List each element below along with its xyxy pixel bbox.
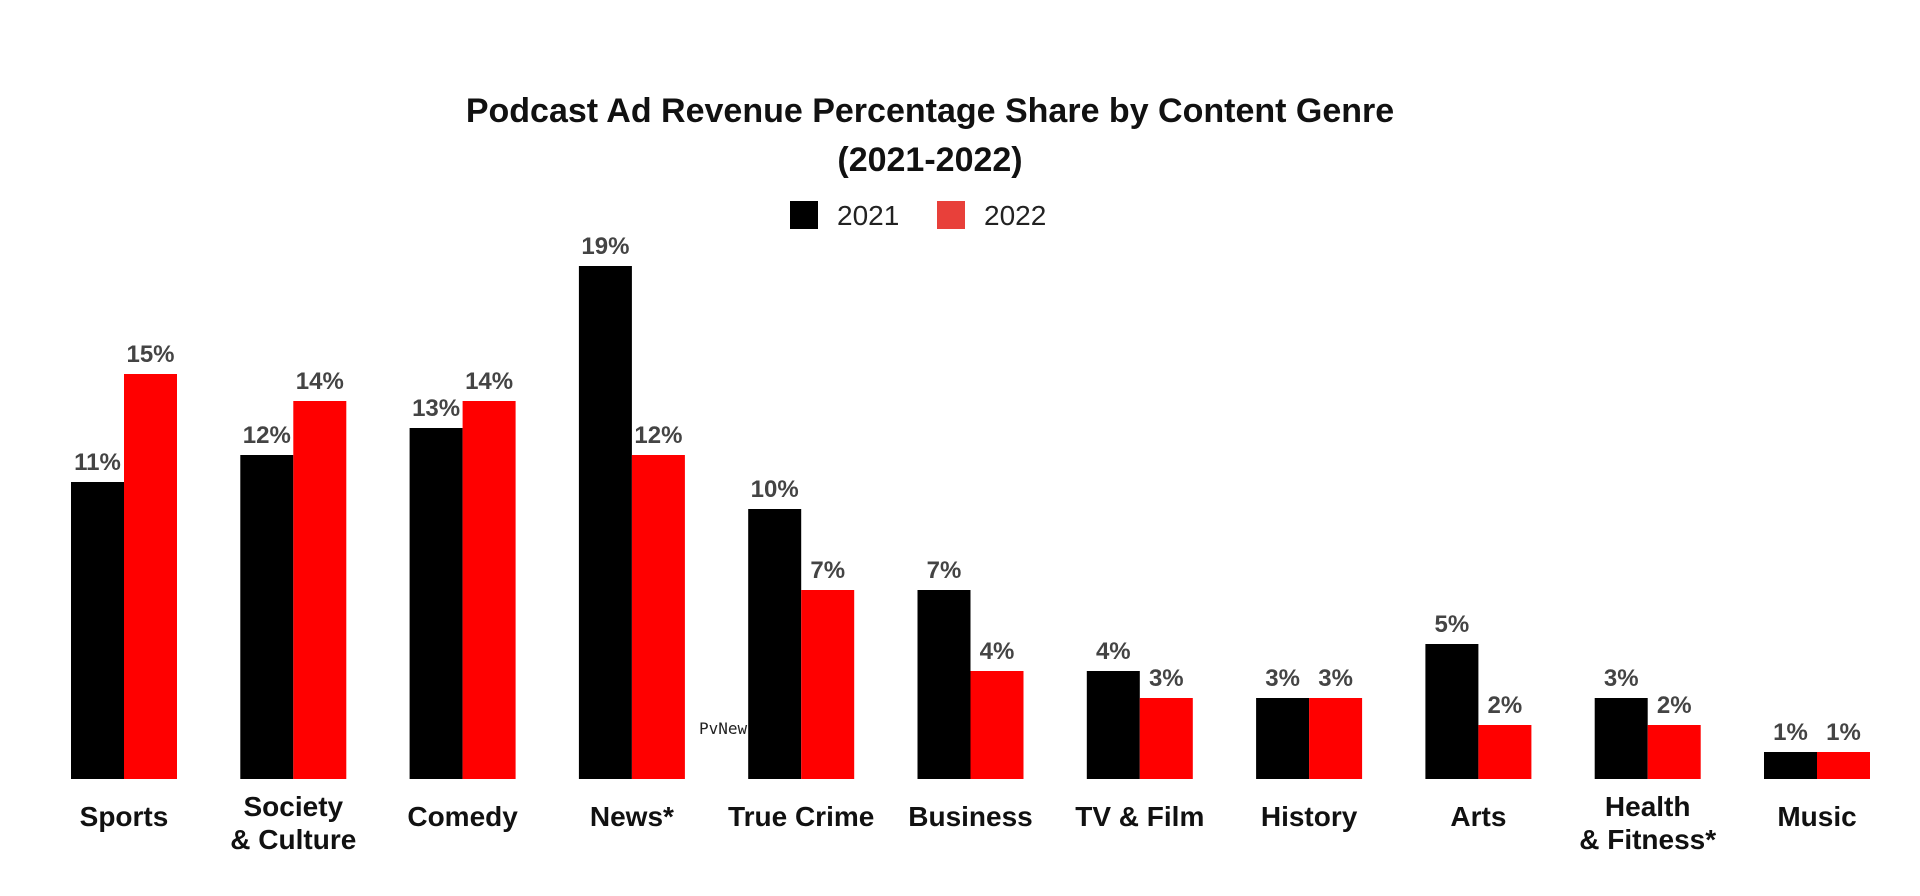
bar-2022-8 <box>1478 725 1532 779</box>
value-label-2021-8: 5% <box>1435 611 1470 638</box>
bar-2022-4 <box>801 590 855 779</box>
value-label-2022-2: 14% <box>465 368 513 395</box>
chart-title-line-1: Podcast Ad Revenue Percentage Share by C… <box>466 92 1394 130</box>
value-labels: 11%15%12%14%13%14%19%12%10%7% 7%4% 4%3% 3% 3… <box>74 233 1861 746</box>
category-label-5-line-0: Business <box>908 801 1033 832</box>
bar-2021-6 <box>1086 671 1140 779</box>
value-label-2021-6: 4% <box>1096 638 1131 665</box>
bar-2022-1 <box>293 401 347 779</box>
value-label-2022-10: 1% <box>1826 719 1861 746</box>
bar-2021-7 <box>1256 698 1310 779</box>
legend-label-2021: 2021 <box>837 200 899 231</box>
legend-label-2022: 2022 <box>984 200 1046 231</box>
bars <box>71 266 1870 779</box>
bar-2021-3 <box>578 266 632 779</box>
bar-2022-6 <box>1139 698 1193 779</box>
legend: 2021 2022 <box>790 200 1046 231</box>
category-label-7-line-0: History <box>1261 801 1358 832</box>
value-label-2022-9: 2% <box>1657 692 1692 719</box>
category-label-4-line-0: True Crime <box>728 801 874 832</box>
category-label-9-line-0: Health <box>1605 791 1691 822</box>
bar-2021-1 <box>240 455 294 779</box>
legend-swatch-2021 <box>790 201 818 229</box>
category-label-8-line-0: Arts <box>1450 801 1506 832</box>
value-label-2021-5: 7% <box>927 557 962 584</box>
value-label-2021-9: 3% <box>1604 665 1639 692</box>
watermark-text: PvNew <box>699 719 748 738</box>
bar-2021-9 <box>1594 698 1648 779</box>
bar-2021-4 <box>748 509 802 779</box>
value-label-2022-3: 12% <box>634 422 682 449</box>
value-label-2022-8: 2% <box>1488 692 1523 719</box>
bar-2021-2 <box>409 428 463 779</box>
bar-2021-5 <box>917 590 971 779</box>
value-label-2022-6: 3% <box>1149 665 1184 692</box>
bar-2022-9 <box>1647 725 1701 779</box>
value-label-2021-7: 3% <box>1265 665 1300 692</box>
legend-swatch-2022 <box>937 201 965 229</box>
bar-2021-10 <box>1764 752 1817 779</box>
bar-2022-5 <box>970 671 1024 779</box>
category-label-3-line-0: News* <box>590 801 674 832</box>
value-label-2022-5: 4% <box>980 638 1015 665</box>
bar-2022-0 <box>124 374 177 779</box>
value-label-2021-4: 10% <box>751 476 799 503</box>
value-label-2022-1: 14% <box>296 368 344 395</box>
value-label-2021-2: 13% <box>412 395 460 422</box>
category-label-6-line-0: TV & Film <box>1075 801 1204 832</box>
value-label-2021-10: 1% <box>1773 719 1808 746</box>
category-label-2-line-0: Comedy <box>407 801 518 832</box>
chart-title-line-2: (2021-2022) <box>837 141 1022 179</box>
category-label-0-line-0: Sports <box>80 801 169 832</box>
category-label-10-line-0: Music <box>1777 801 1856 832</box>
category-label-9-line-1: & Fitness* <box>1579 824 1716 855</box>
bar-2021-0 <box>71 482 124 779</box>
category-labels: Sports Society& Culture Comedy News* True Cr… <box>80 791 1857 855</box>
bar-2022-3 <box>631 455 685 779</box>
bar-2022-10 <box>1817 752 1870 779</box>
value-label-2021-0: 11% <box>74 449 121 476</box>
value-label-2022-4: 7% <box>810 557 845 584</box>
bar-2021-8 <box>1425 644 1479 779</box>
value-label-2022-7: 3% <box>1318 665 1353 692</box>
category-label-1-line-0: Society <box>243 791 343 822</box>
bar-2022-2 <box>462 401 516 779</box>
value-label-2021-3: 19% <box>581 233 629 260</box>
value-label-2022-0: 15% <box>126 341 174 368</box>
value-label-2021-1: 12% <box>243 422 291 449</box>
category-label-1-line-1: & Culture <box>230 824 356 855</box>
chart-title: Podcast Ad Revenue Percentage Share by C… <box>466 92 1394 179</box>
bar-2022-7 <box>1309 698 1363 779</box>
